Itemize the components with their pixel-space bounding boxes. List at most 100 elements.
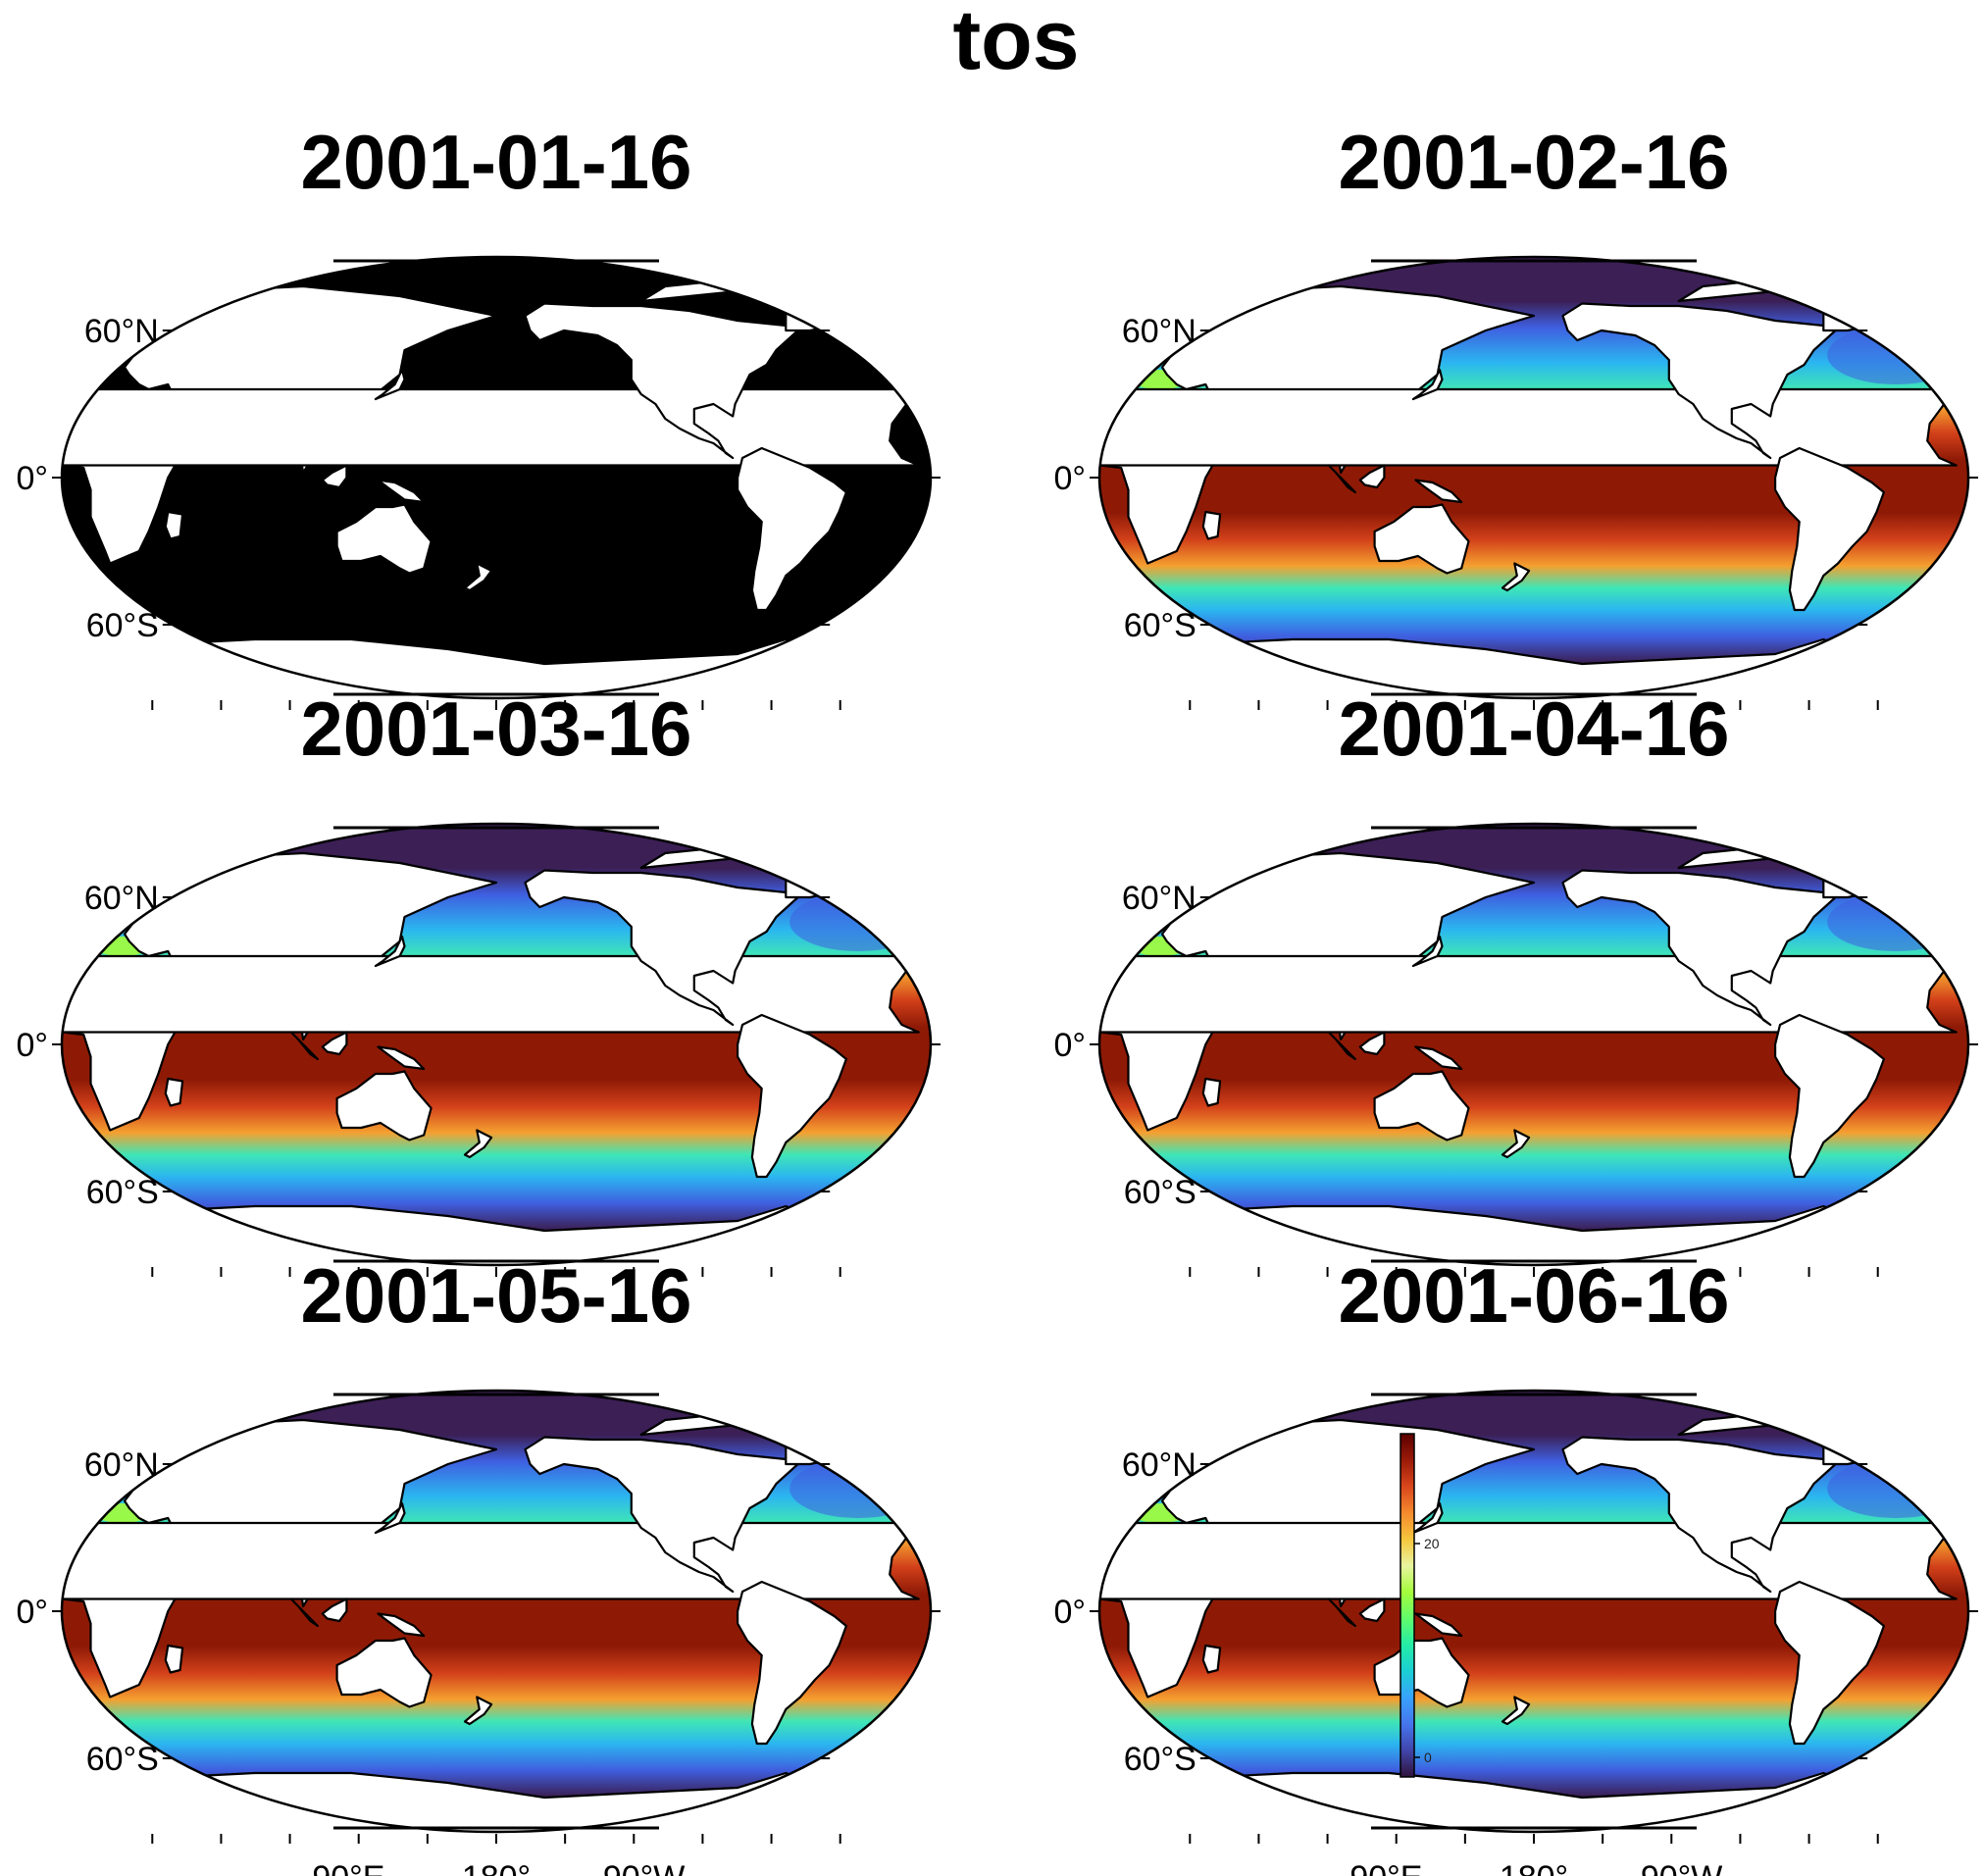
map-panel: 2001-02-16 60°N 0° 60°S	[1053, 119, 1978, 710]
lon-label: 90°W	[603, 1859, 686, 1876]
land-indonesia1	[1327, 464, 1356, 494]
land-indonesia2	[1358, 1597, 1386, 1623]
lon-label: 180°	[1500, 1859, 1568, 1876]
land-madagascar	[164, 1077, 184, 1107]
land-samerica	[1774, 1013, 1885, 1179]
colorbar-fill	[1400, 1433, 1415, 1778]
lat-label: 60°S	[1124, 1741, 1196, 1778]
land-japan	[1411, 368, 1444, 401]
land-indonesia3	[1414, 479, 1463, 504]
land-indonesia3	[377, 479, 426, 504]
panels: 2001-01-16 60°N 0° 60°S 2001-02-16 60°N 0° 60°S…	[16, 119, 1978, 1876]
land-australia	[335, 1637, 433, 1708]
lon-label: 180°	[462, 1859, 531, 1876]
land-namerica	[1561, 1436, 1837, 1594]
map-panel: 2001-06-16 60°N 0° 60°S 90°E 180° 90°W	[1053, 1252, 1978, 1876]
land-australia	[335, 503, 433, 575]
land-indonesia3	[377, 1045, 426, 1071]
land-indonesia1	[289, 1031, 319, 1061]
land-indonesia2	[321, 464, 348, 489]
land-africa_w	[62, 387, 920, 467]
map-area	[62, 257, 931, 698]
land-australia	[1373, 503, 1470, 575]
land-uk	[1948, 1467, 1965, 1491]
lon-label: 90°E	[312, 1859, 384, 1876]
lon-label: 90°W	[1641, 1859, 1723, 1876]
land-uk	[1948, 900, 1965, 924]
land-madagascar	[164, 1644, 184, 1674]
land-japan	[1411, 1501, 1444, 1535]
land-namerica	[524, 1436, 799, 1594]
land-indonesia1	[1327, 1597, 1356, 1628]
map-area	[1099, 1391, 1968, 1832]
lat-label: 60°N	[84, 880, 159, 917]
lat-label: 60°S	[86, 1174, 159, 1211]
map-area	[1099, 824, 1968, 1265]
land-samerica	[737, 446, 847, 612]
land-namerica	[1561, 869, 1837, 1027]
land-indonesia1	[1327, 1031, 1356, 1061]
land-madagascar	[1201, 1077, 1222, 1107]
land-nz	[463, 562, 493, 592]
land-nz	[463, 1696, 493, 1726]
land-indonesia3	[377, 1612, 426, 1638]
land-samerica	[737, 1580, 847, 1746]
land-samerica	[1774, 1580, 1885, 1746]
lat-label: 0°	[16, 460, 48, 497]
figure-title: tos	[953, 0, 1080, 87]
land-uk	[910, 900, 928, 924]
land-nz	[1501, 562, 1531, 592]
land-namerica	[524, 869, 799, 1027]
land-africa_w	[62, 1521, 920, 1600]
lat-label: 60°S	[1124, 1174, 1196, 1211]
lat-label: 60°N	[1122, 880, 1196, 917]
land-indonesia2	[321, 1597, 348, 1623]
land-indonesia2	[321, 1031, 348, 1056]
land-samerica	[737, 1013, 847, 1179]
land-australia	[1373, 1637, 1470, 1708]
panel-date-title: 2001-06-16	[1339, 1252, 1730, 1339]
map-area	[62, 1391, 931, 1832]
lat-label: 60°S	[86, 1741, 159, 1778]
land-africa_w	[1099, 387, 1958, 467]
land-madagascar	[164, 510, 184, 540]
colorbar-tick-label: 0	[1424, 1749, 1432, 1765]
land-japan	[374, 935, 406, 968]
land-australia	[335, 1070, 433, 1141]
land-indonesia2	[1358, 1031, 1386, 1056]
panel-date-title: 2001-05-16	[301, 1252, 692, 1339]
land-indonesia3	[1414, 1045, 1463, 1071]
land-japan	[374, 1501, 406, 1535]
map-area	[62, 824, 931, 1265]
lat-label: 0°	[16, 1594, 48, 1631]
land-uk	[1948, 333, 1965, 357]
land-uk	[910, 1467, 928, 1491]
land-samerica	[1774, 446, 1885, 612]
lat-label: 60°N	[1122, 1446, 1196, 1484]
land-indonesia2	[1358, 464, 1386, 489]
panel-date-title: 2001-01-16	[301, 119, 692, 205]
land-namerica	[1561, 302, 1837, 460]
panel-date-title: 2001-03-16	[301, 685, 692, 772]
colorbar: 20 0	[1400, 1433, 1440, 1778]
map-area	[1099, 257, 1968, 698]
map-panel: 2001-01-16 60°N 0° 60°S	[16, 119, 941, 710]
lat-label: 0°	[1053, 1594, 1086, 1631]
map-panel: 2001-05-16 60°N 0° 60°S 90°E 180° 90°W	[16, 1252, 941, 1876]
land-africa_w	[1099, 1521, 1958, 1600]
colorbar-tick-label: 20	[1424, 1536, 1440, 1551]
land-australia	[1373, 1070, 1470, 1141]
panel-date-title: 2001-04-16	[1339, 685, 1730, 772]
land-africa_w	[1099, 954, 1958, 1034]
lat-label: 60°N	[1122, 313, 1196, 350]
land-japan	[1411, 935, 1444, 968]
lat-label: 60°S	[86, 607, 159, 644]
map-panel: 2001-04-16 60°N 0° 60°S	[1053, 685, 1978, 1277]
lat-label: 0°	[1053, 1027, 1086, 1064]
lat-label: 60°N	[84, 1446, 159, 1484]
land-indonesia3	[1414, 1612, 1463, 1638]
lon-label: 90°E	[1349, 1859, 1422, 1876]
land-africa_w	[62, 954, 920, 1034]
lat-label: 60°S	[1124, 607, 1196, 644]
